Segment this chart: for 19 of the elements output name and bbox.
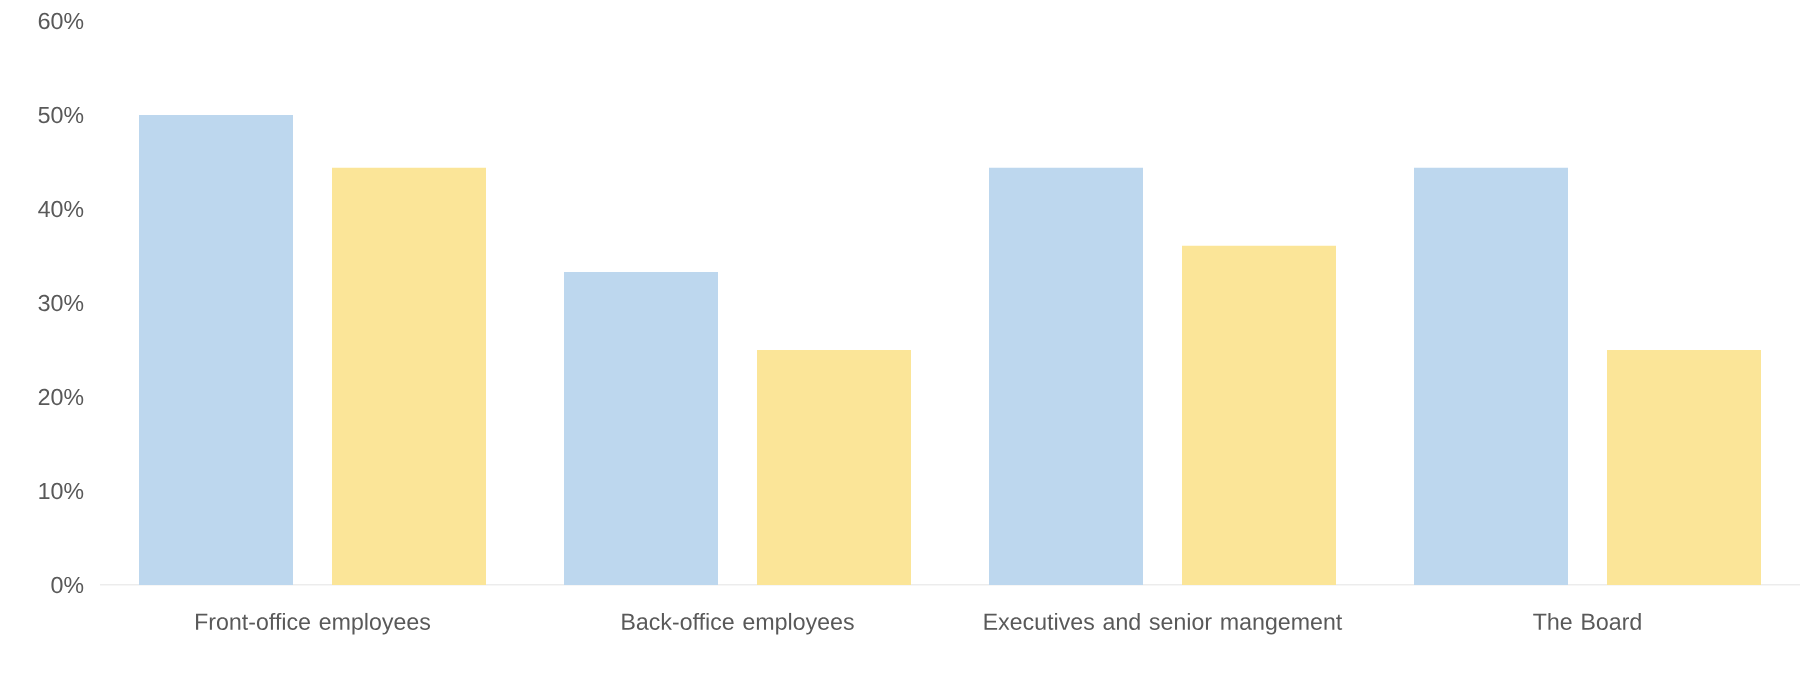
bar xyxy=(1414,167,1568,585)
y-tick-label: 20% xyxy=(38,388,84,406)
bar xyxy=(1182,245,1337,585)
y-tick-label: 0% xyxy=(51,576,84,594)
bar xyxy=(139,115,293,585)
x-tick-label: The Board xyxy=(1533,612,1641,630)
bar xyxy=(1607,349,1762,585)
bar xyxy=(757,349,912,585)
y-tick-label: 40% xyxy=(38,200,84,218)
x-tick-label: Back-office employees xyxy=(622,612,854,635)
bar xyxy=(564,271,718,585)
y-tick-label: 30% xyxy=(38,294,84,312)
bar xyxy=(332,167,487,585)
x-tick-label: Executives and senior mangement xyxy=(984,612,1343,635)
bar xyxy=(989,167,1143,585)
x-tick-label: Front-office employees xyxy=(196,612,431,635)
y-tick-label: 50% xyxy=(38,106,84,124)
y-tick-label: 10% xyxy=(39,482,84,500)
y-tick-label: 60% xyxy=(38,12,84,30)
